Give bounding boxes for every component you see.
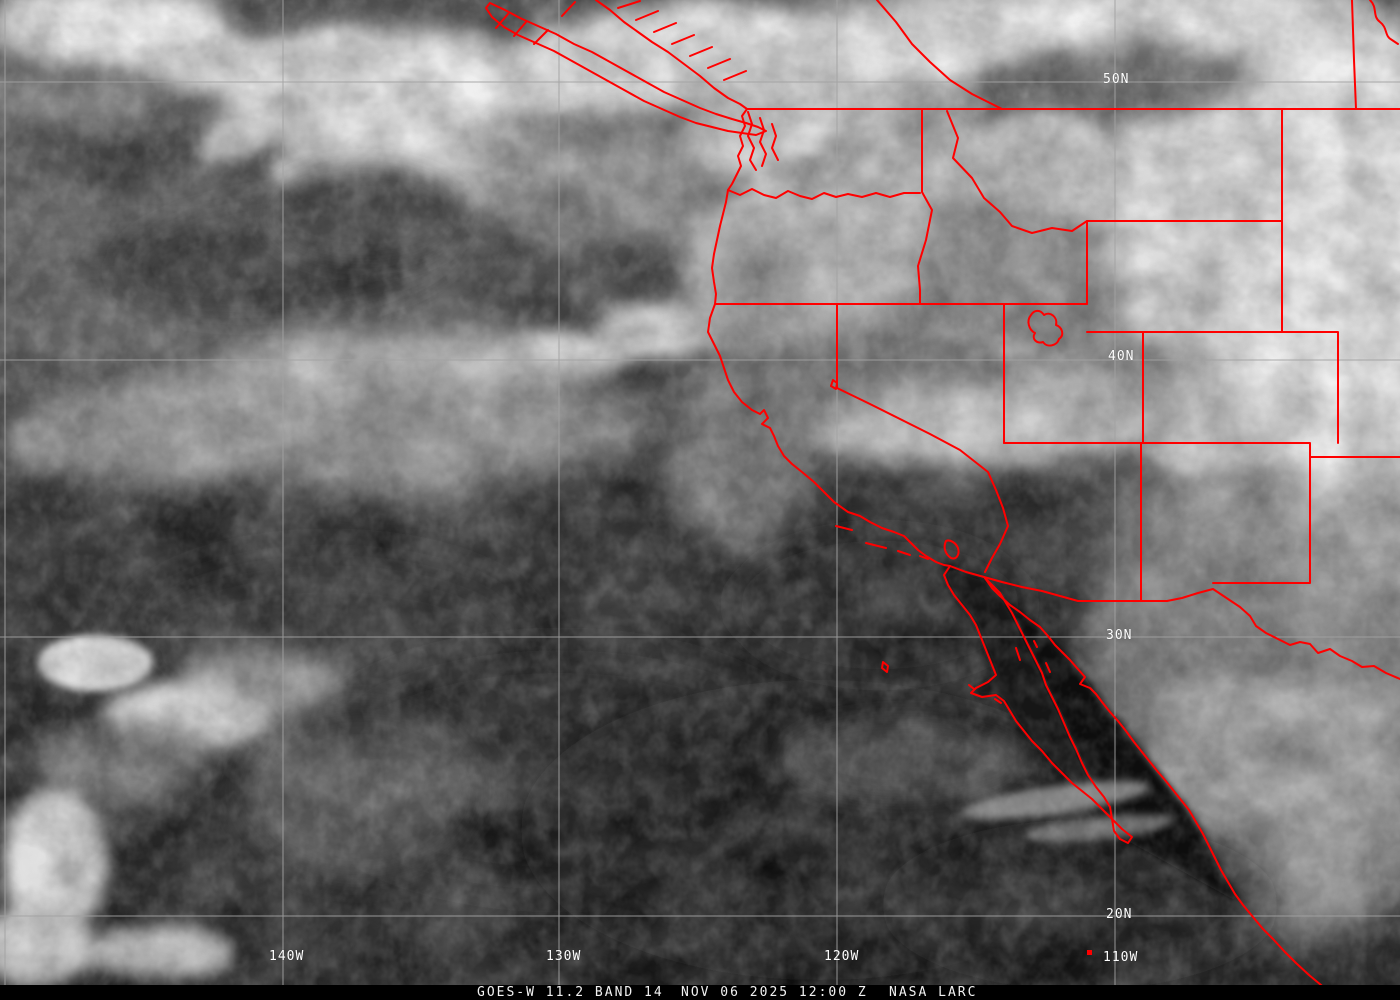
idaho-west-border — [917, 108, 933, 305]
salton-sea-outline — [943, 539, 960, 560]
political-boundary-overlay — [485, 0, 1400, 1000]
prairie-province-border — [1351, 0, 1399, 110]
vancouver-island-coastline — [485, 2, 767, 136]
caption-bar: GOES-W 11.2 BAND 14 NOV 06 2025 12:00 Z … — [0, 985, 1400, 1000]
gulf-islands — [1015, 640, 1051, 673]
channel-islands — [835, 525, 929, 560]
lat-label-40n: 40N — [1108, 349, 1135, 364]
us-mexico-border — [949, 565, 1400, 680]
lon-label-110w: 110W — [1103, 950, 1139, 965]
montana-idaho-border — [946, 110, 1088, 234]
socorro-island — [1087, 950, 1092, 955]
pacific-coastline — [707, 108, 951, 567]
bc-alberta-divide — [876, 0, 1003, 110]
lon-label-140w: 140W — [269, 949, 305, 964]
guadalupe-island — [881, 661, 889, 673]
caption-timestamp: NOV 06 2025 12:00 Z — [681, 985, 868, 1000]
lon-label-130w: 130W — [546, 949, 582, 964]
bc-mainland-coastline — [595, 0, 748, 110]
baja-east-coastline — [984, 577, 1121, 840]
lake-tahoe-outline — [830, 379, 838, 390]
baja-west-coastline — [943, 565, 1133, 844]
thirty-seventh-parallel-borders — [1003, 442, 1400, 584]
lon-label-120w: 120W — [824, 949, 860, 964]
washington-oregon-border — [727, 188, 921, 200]
caption-credit: NASA LARC — [889, 985, 978, 1000]
mexico-mainland-coastline — [984, 577, 1341, 1000]
lat-label-30n: 30N — [1106, 628, 1133, 643]
caption-product-label: GOES-W 11.2 BAND 14 — [477, 985, 664, 1000]
puget-sound-inlets — [747, 111, 779, 171]
bc-fjords — [495, 0, 747, 81]
lat-label-20n: 20N — [1106, 907, 1133, 922]
lat-label-50n: 50N — [1103, 72, 1130, 87]
baja-offshore-islands — [968, 684, 1002, 704]
california-nevada-border — [836, 303, 1009, 573]
great-salt-lake-outline — [1027, 309, 1064, 347]
wyoming-borders — [1086, 108, 1339, 444]
